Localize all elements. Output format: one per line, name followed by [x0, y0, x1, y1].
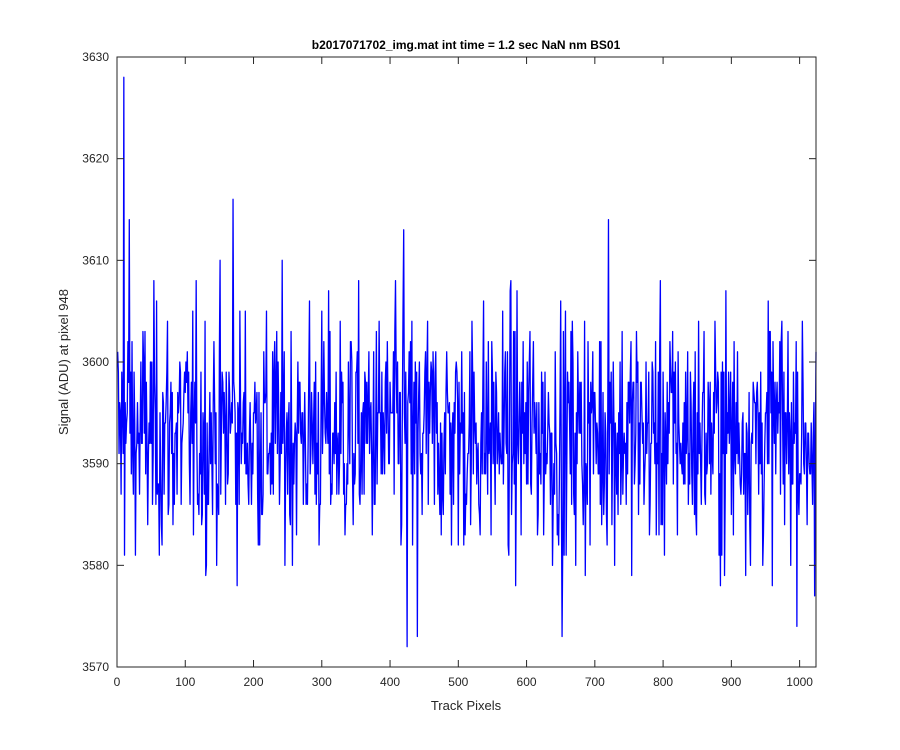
- x-tick-label: 300: [312, 675, 332, 689]
- y-tick-label: 3580: [82, 558, 109, 572]
- y-axis-label: Signal (ADU) at pixel 948: [56, 289, 71, 435]
- x-tick-label: 800: [653, 675, 673, 689]
- x-axis-label: Track Pixels: [431, 698, 502, 713]
- x-tick-label: 0: [114, 675, 121, 689]
- axes-background: [117, 57, 816, 667]
- plot-area: 0 100 200 300 400 500 600 700 800 900 1000 3570 358…: [82, 50, 817, 689]
- series-group: [117, 76, 817, 648]
- y-tick-label: 3590: [82, 457, 109, 471]
- x-tick-label: 700: [585, 675, 605, 689]
- y-tick-label: 3630: [82, 50, 109, 64]
- series-line: [117, 76, 817, 648]
- y-tick-label: 3620: [82, 152, 109, 166]
- x-tick-label: 600: [517, 675, 537, 689]
- x-tick-label: 900: [721, 675, 741, 689]
- x-axis-ticks: 0 100 200 300 400 500 600 700 800 900 1000: [114, 57, 813, 689]
- y-tick-label: 3570: [82, 660, 109, 674]
- x-tick-label: 100: [175, 675, 195, 689]
- x-tick-label: 200: [244, 675, 264, 689]
- x-tick-label: 1000: [786, 675, 813, 689]
- chart-title: b2017071702_img.mat int time = 1.2 sec N…: [312, 38, 621, 52]
- y-axis-ticks: 3570 3580 3590 3600 3610 3620 3630: [82, 50, 816, 674]
- x-tick-label: 500: [448, 675, 468, 689]
- y-tick-label: 3600: [82, 355, 109, 369]
- y-tick-label: 3610: [82, 253, 109, 267]
- x-tick-label: 400: [380, 675, 400, 689]
